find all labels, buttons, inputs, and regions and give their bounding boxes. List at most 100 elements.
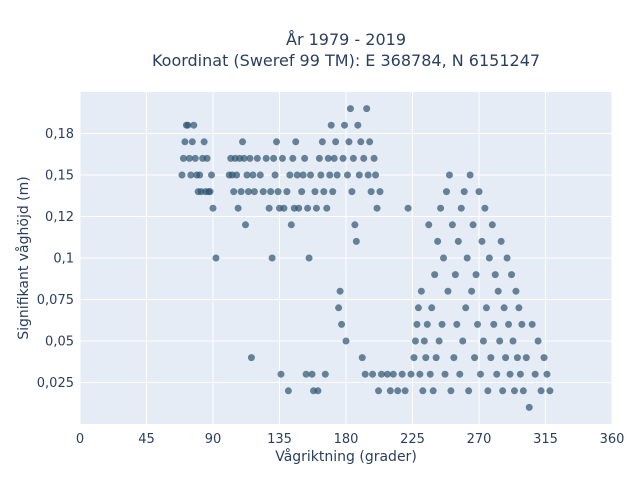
data-point xyxy=(259,188,267,196)
data-point xyxy=(286,171,294,179)
x-tick-label: 225 xyxy=(400,432,425,447)
data-point xyxy=(482,304,490,312)
data-point xyxy=(244,188,252,196)
data-point xyxy=(488,221,496,229)
data-point xyxy=(370,154,378,162)
y-tick-label: 0,05 xyxy=(45,335,74,350)
data-point xyxy=(478,237,486,245)
data-point xyxy=(358,354,366,362)
data-point xyxy=(465,387,473,395)
data-point xyxy=(463,254,471,262)
data-point xyxy=(389,370,397,378)
x-tick-label: 45 xyxy=(138,432,155,447)
data-point xyxy=(490,320,498,328)
data-point xyxy=(191,154,199,162)
data-point xyxy=(345,138,353,146)
data-point xyxy=(206,188,214,196)
data-point xyxy=(304,204,312,212)
x-tick-label: 135 xyxy=(267,432,292,447)
data-point xyxy=(190,121,198,129)
data-point xyxy=(494,287,502,295)
x-tick-label: 315 xyxy=(533,432,558,447)
data-point xyxy=(426,370,434,378)
data-point xyxy=(298,188,306,196)
data-point xyxy=(466,171,474,179)
data-point xyxy=(429,387,437,395)
data-point xyxy=(179,154,187,162)
data-point xyxy=(349,154,357,162)
data-point xyxy=(327,121,335,129)
data-point xyxy=(534,337,542,345)
data-point xyxy=(234,204,242,212)
data-point xyxy=(445,171,453,179)
data-point xyxy=(442,188,450,196)
data-point xyxy=(411,337,419,345)
data-point xyxy=(332,138,340,146)
data-point xyxy=(355,171,363,179)
data-point xyxy=(377,370,385,378)
data-point xyxy=(184,121,192,129)
data-point xyxy=(188,138,196,146)
data-point xyxy=(343,171,351,179)
data-point xyxy=(308,370,316,378)
data-point xyxy=(454,237,462,245)
data-point xyxy=(519,387,527,395)
data-point xyxy=(459,337,467,345)
data-point xyxy=(435,337,443,345)
data-point xyxy=(499,387,507,395)
data-point xyxy=(338,320,346,328)
data-point xyxy=(503,254,511,262)
data-point xyxy=(516,370,524,378)
data-point xyxy=(471,354,479,362)
data-point xyxy=(525,403,533,411)
data-point xyxy=(181,138,189,146)
chart-title: År 1979 - 2019 Koordinat (Sweref 99 TM):… xyxy=(152,30,540,70)
data-point xyxy=(329,188,337,196)
y-tick-label: 0,15 xyxy=(45,169,74,184)
data-point xyxy=(295,204,303,212)
data-point xyxy=(318,138,326,146)
data-point xyxy=(256,171,264,179)
data-point xyxy=(311,188,319,196)
data-point xyxy=(209,204,217,212)
data-point xyxy=(416,370,424,378)
data-point xyxy=(414,304,422,312)
data-point xyxy=(305,254,313,262)
data-point xyxy=(253,154,261,162)
data-point xyxy=(239,138,247,146)
data-point xyxy=(273,138,281,146)
y-axis-title: Signifikant våghöjd (m) xyxy=(15,176,32,339)
x-tick-label: 270 xyxy=(467,432,492,447)
data-point xyxy=(509,337,517,345)
data-point xyxy=(472,271,480,279)
data-point xyxy=(320,188,328,196)
data-point xyxy=(419,387,427,395)
data-point xyxy=(475,188,483,196)
data-point xyxy=(493,370,501,378)
data-point xyxy=(481,204,489,212)
data-point xyxy=(242,221,250,229)
x-tick-label: 180 xyxy=(334,432,359,447)
data-point xyxy=(394,387,402,395)
data-point xyxy=(249,171,257,179)
data-point xyxy=(352,237,360,245)
data-point xyxy=(289,154,297,162)
data-point xyxy=(333,171,341,179)
data-point xyxy=(185,154,193,162)
data-point xyxy=(230,188,238,196)
data-point xyxy=(187,171,195,179)
data-point xyxy=(432,354,440,362)
data-point xyxy=(293,171,301,179)
data-point xyxy=(351,221,359,229)
data-point xyxy=(267,188,275,196)
data-point xyxy=(450,354,458,362)
data-point xyxy=(240,154,248,162)
data-point xyxy=(299,171,307,179)
data-point xyxy=(468,287,476,295)
data-point xyxy=(372,171,380,179)
data-point xyxy=(505,320,513,328)
data-point xyxy=(438,320,446,328)
data-point xyxy=(506,370,514,378)
data-point xyxy=(314,387,322,395)
